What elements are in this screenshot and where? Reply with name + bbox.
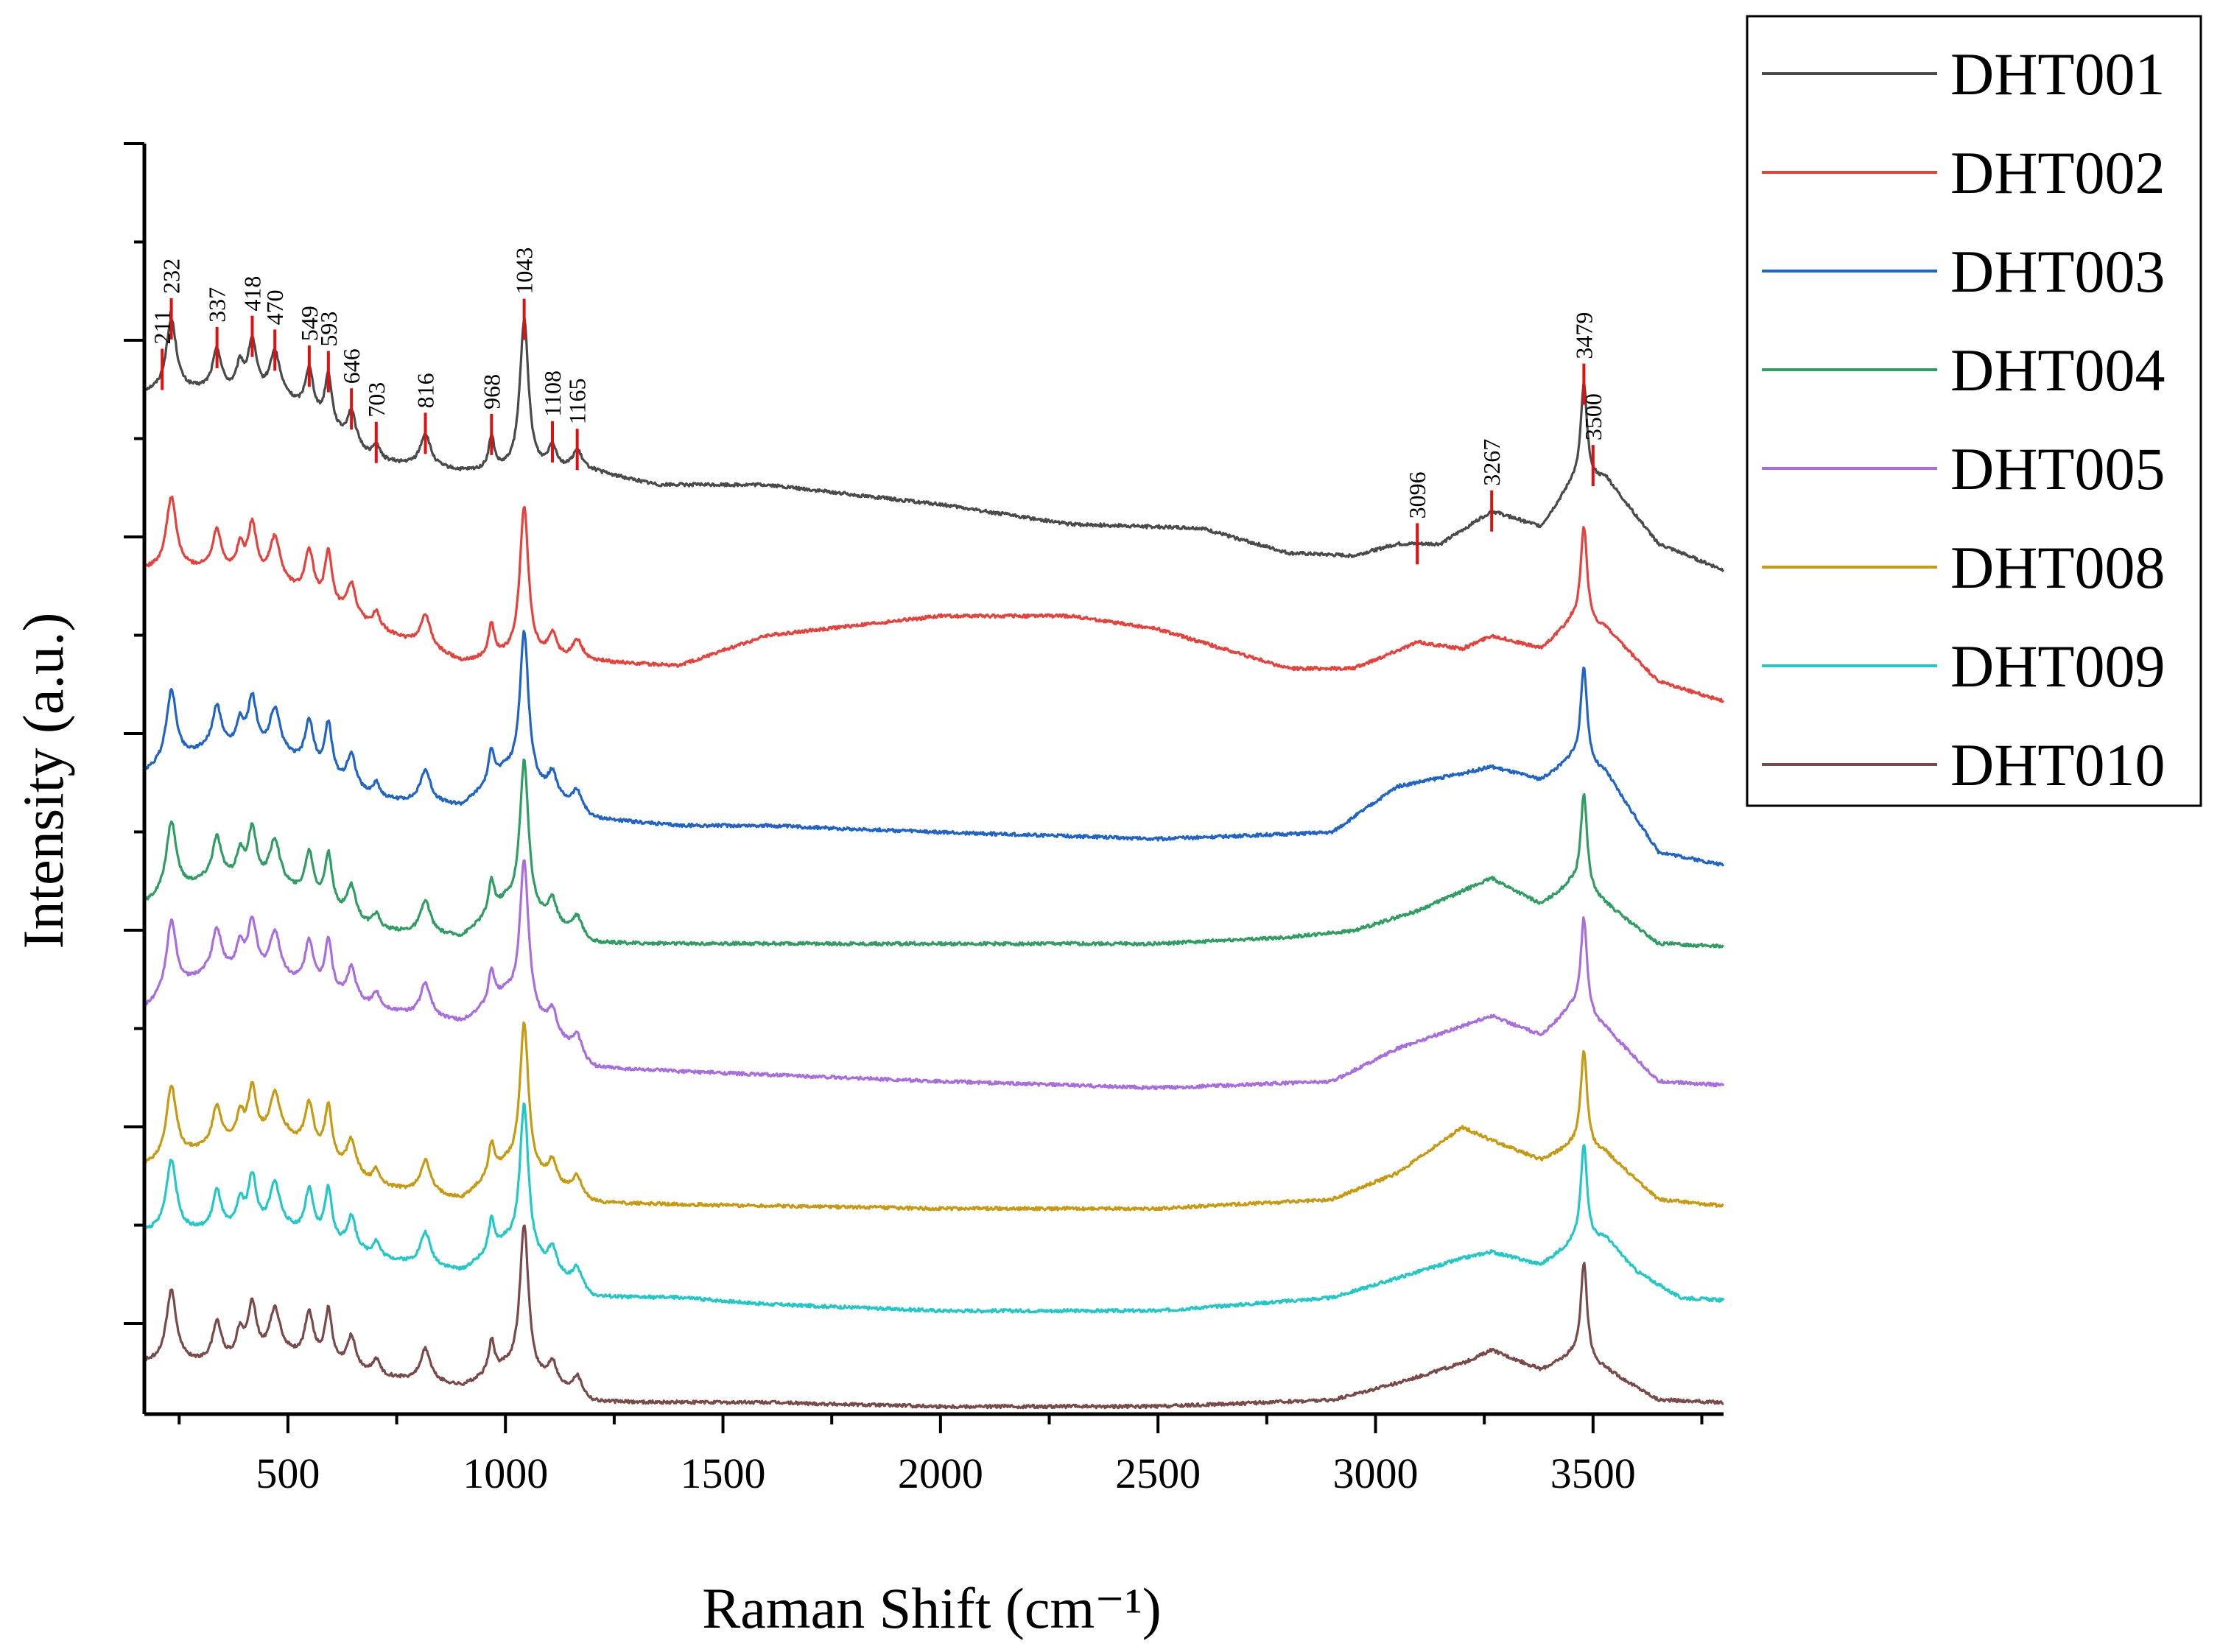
- x-tick-label-2500: 2500: [1115, 1449, 1201, 1497]
- series-line-dht010: [144, 1224, 1724, 1410]
- peak-label-470: 470: [261, 289, 288, 325]
- series-line-dht003: [143, 630, 1725, 867]
- x-tick-label-2000: 2000: [898, 1449, 983, 1497]
- series-line-dht002: [144, 495, 1725, 703]
- legend-label-dht010: DHT010: [1950, 731, 2165, 798]
- x-tick-label-1000: 1000: [463, 1449, 548, 1497]
- legend-label-dht008: DHT008: [1950, 534, 2165, 601]
- legend-label-dht001: DHT001: [1950, 41, 2165, 108]
- peak-label-3500: 3500: [1580, 393, 1606, 440]
- peak-label-703: 703: [363, 382, 390, 418]
- legend: DHT001 DHT002 DHT003 DHT004 DHT005 DHT008 DHT0…: [1762, 41, 2165, 798]
- peak-label-549: 549: [296, 306, 323, 341]
- legend-label-dht005: DHT005: [1950, 435, 2165, 502]
- peak-label-1108: 1108: [539, 370, 566, 417]
- peak-label-3267: 3267: [1478, 439, 1505, 486]
- peak-label-593: 593: [315, 312, 342, 347]
- peak-label-646: 646: [338, 348, 365, 384]
- legend-label-dht009: DHT009: [1950, 633, 2165, 700]
- x-tick-label-1500: 1500: [681, 1449, 766, 1497]
- peak-label-1043: 1043: [511, 247, 538, 295]
- peak-label-3479: 3479: [1570, 312, 1597, 359]
- peak-label-337: 337: [204, 287, 231, 323]
- x-axis-title: Raman Shift (cm⁻¹): [702, 1576, 1161, 1640]
- legend-label-dht002: DHT002: [1950, 139, 2165, 206]
- series-line-dht009: [143, 1102, 1725, 1314]
- series-group: [143, 317, 1725, 1410]
- series-line-dht004: [144, 758, 1725, 949]
- legend-label-dht003: DHT003: [1950, 238, 2165, 305]
- series-line-dht005: [144, 859, 1725, 1091]
- peak-label-3096: 3096: [1404, 471, 1430, 519]
- series-line-dht008: [143, 1021, 1724, 1212]
- peak-label-418: 418: [239, 276, 265, 312]
- legend-label-dht004: DHT004: [1950, 337, 2165, 404]
- x-tick-group: 500 1000 1500 2000 2500 3000 3500: [178, 1414, 1704, 1497]
- peak-label-1165: 1165: [564, 378, 591, 424]
- x-tick-label-3000: 3000: [1332, 1449, 1418, 1497]
- x-tick-label-500: 500: [256, 1449, 320, 1497]
- x-tick-label-3500: 3500: [1550, 1449, 1636, 1497]
- series-line-dht001: [144, 317, 1725, 573]
- legend-box: [1746, 15, 2202, 807]
- y-tick-group: [124, 142, 144, 1325]
- peak-label-232: 232: [158, 259, 185, 294]
- peak-label-816: 816: [412, 373, 439, 408]
- y-axis-title: Intensity (a.u.): [11, 612, 75, 949]
- peak-label-968: 968: [478, 374, 505, 410]
